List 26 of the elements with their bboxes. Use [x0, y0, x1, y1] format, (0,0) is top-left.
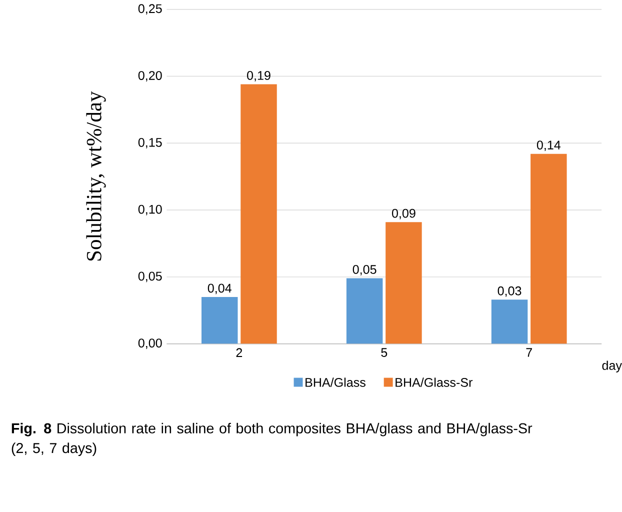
x-tick-label: 5: [381, 348, 388, 357]
data-label: 0,14: [536, 140, 561, 151]
y-tick-label: 0,10: [138, 204, 162, 216]
y-tick-label: 0,25: [138, 4, 162, 14]
bar: [530, 154, 567, 344]
data-label: 0,03: [498, 286, 522, 297]
text: Fig. 8 Dissolution rate in saline of both composites BHA/glass and BHA/glass-Sr (2, 5, 7 days): [12, 422, 532, 456]
data-label: 0,09: [392, 208, 416, 220]
x-axis-title: day: [602, 360, 622, 372]
data-label: 0,05: [352, 264, 376, 276]
bar: [240, 84, 277, 344]
data-label: 0,04: [208, 284, 232, 294]
bar: [491, 299, 528, 344]
y-tick-label: 0,00: [138, 338, 162, 349]
y-axis-title: Solubility, wt%/day: [86, 91, 106, 260]
y-tick-label: 0,20: [138, 70, 162, 82]
bar: [386, 222, 422, 344]
x-tick-label: 2: [236, 348, 242, 357]
data-label: 0,19: [247, 70, 270, 82]
legend-label: BHA/Glass: [306, 377, 366, 387]
bar: [346, 278, 383, 344]
y-tick-label: 0,15: [138, 138, 162, 148]
y-tick-label: 0,05: [138, 272, 162, 282]
bar: [201, 296, 238, 344]
legend-label: BHA/Glass-Sr: [396, 377, 473, 387]
x-tick-label: 7: [526, 348, 532, 357]
